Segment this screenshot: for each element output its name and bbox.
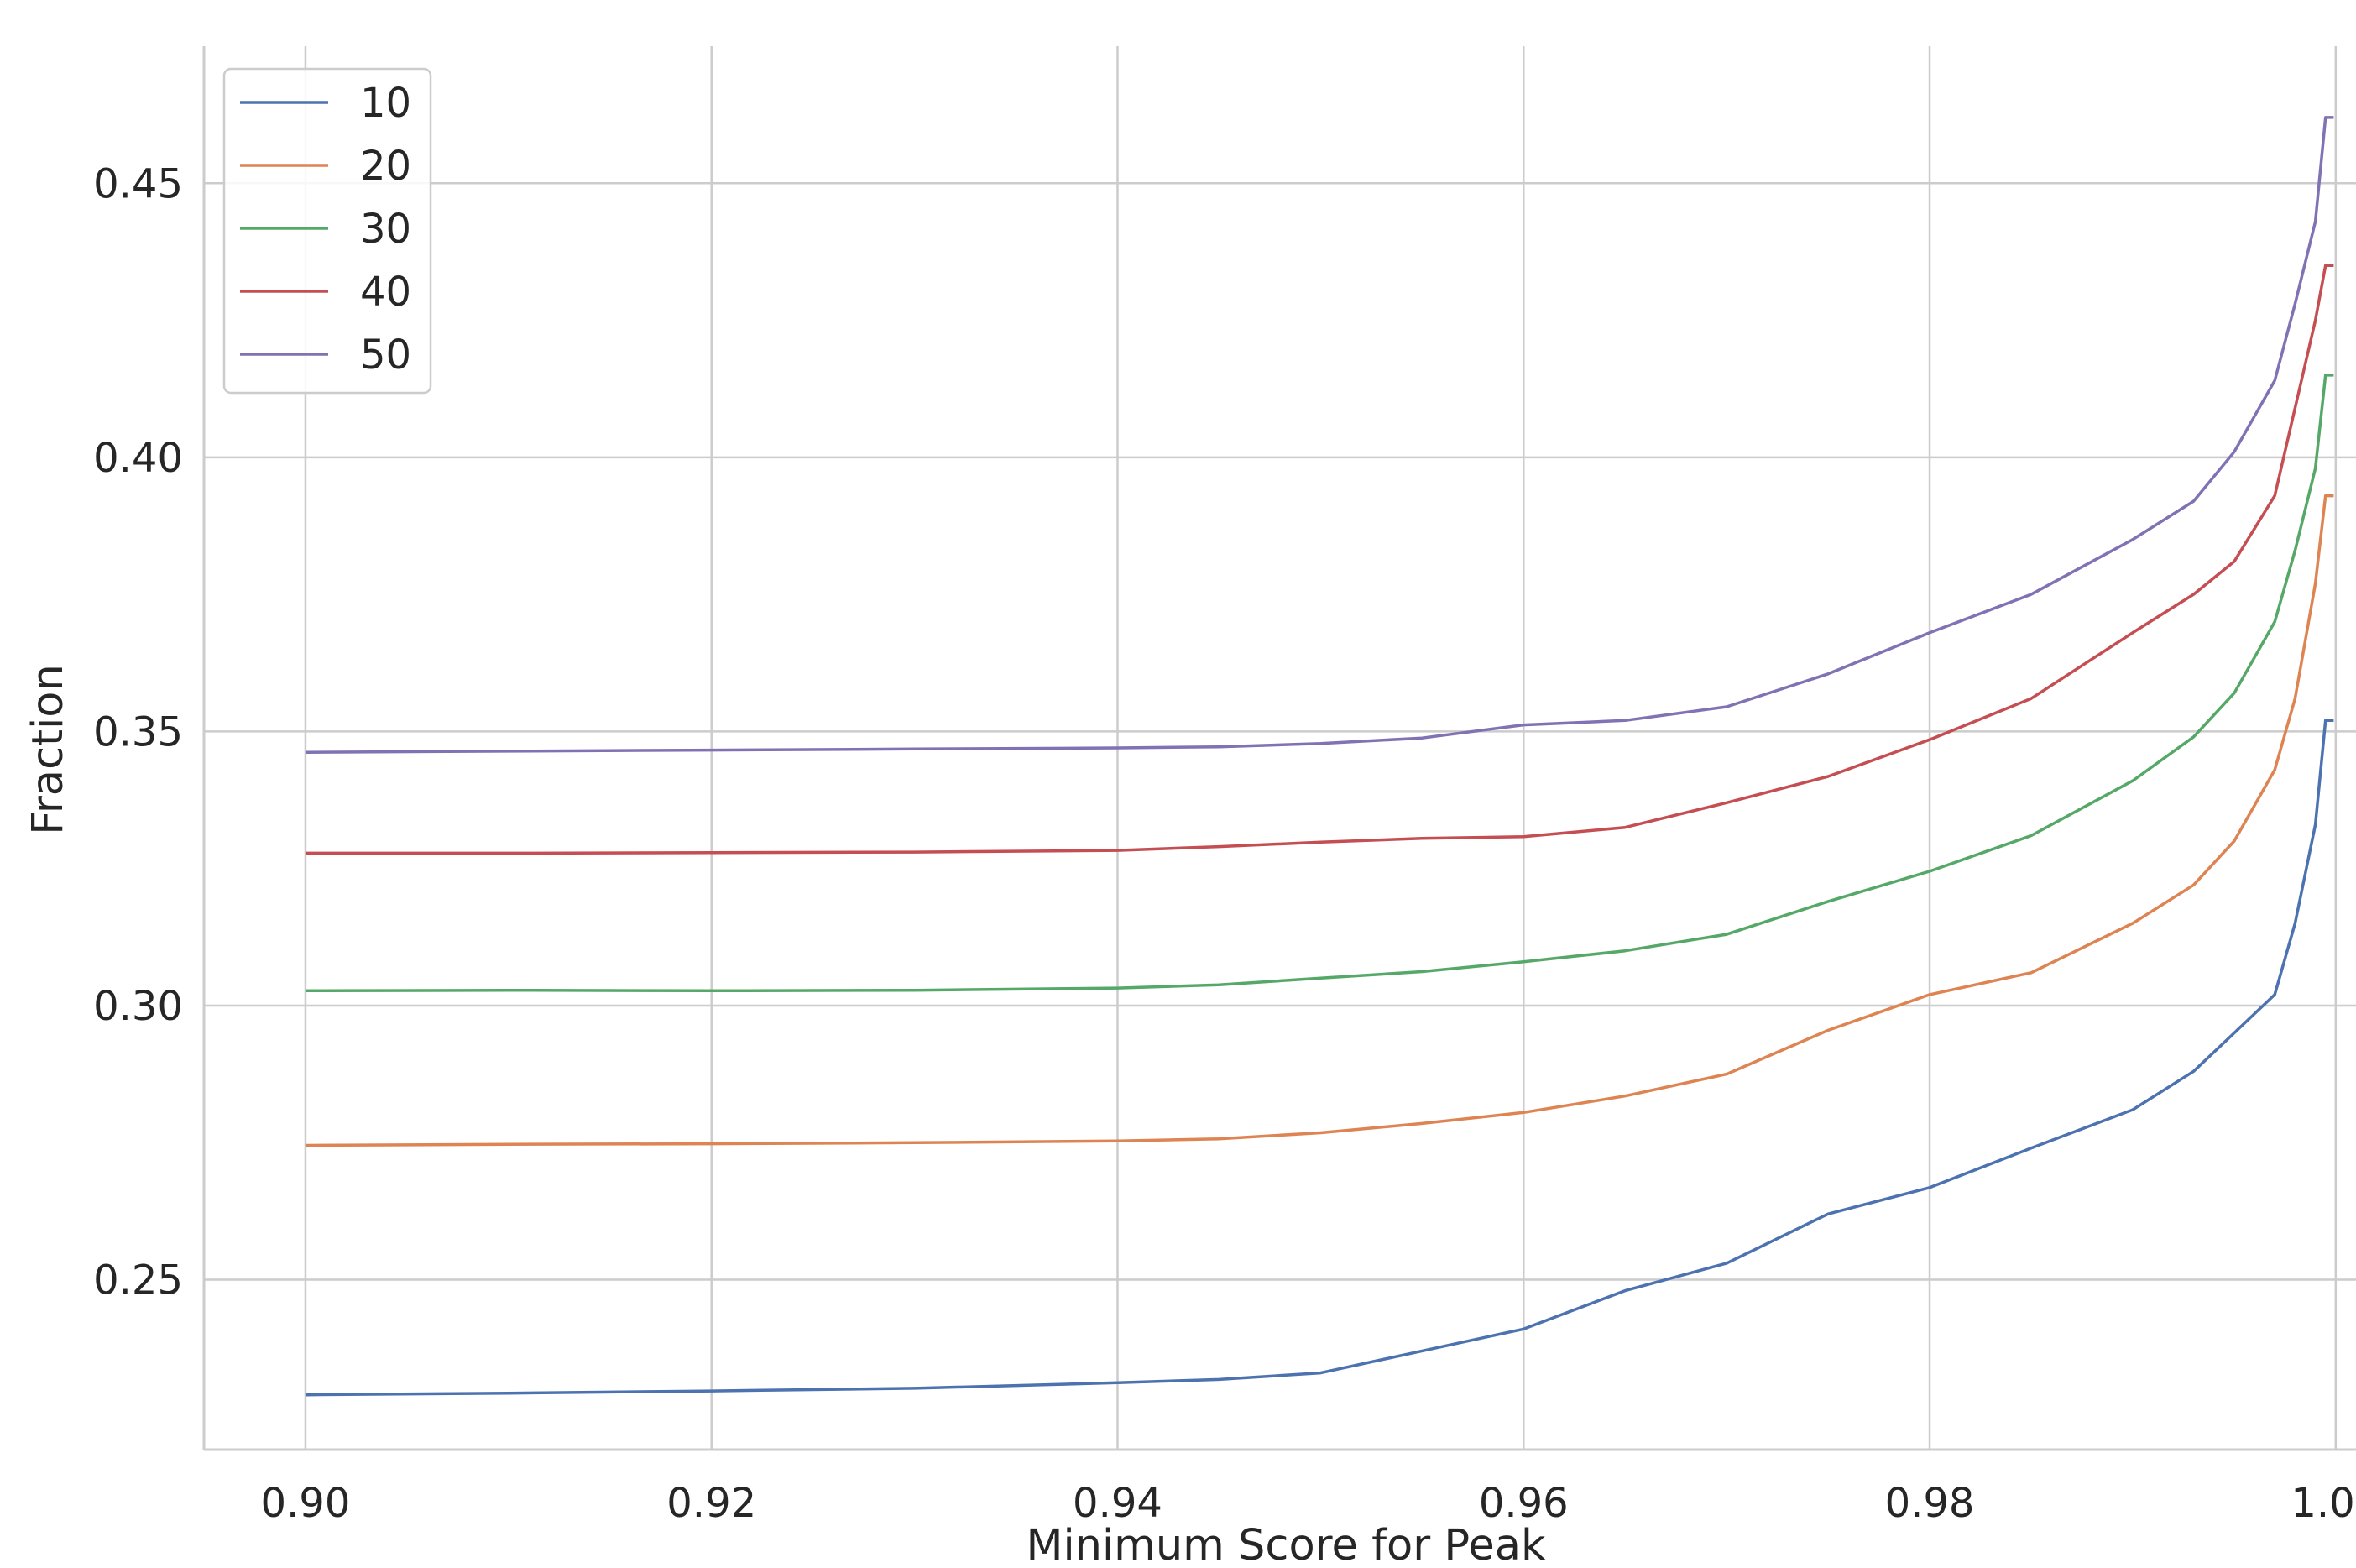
y-axis-title: Fraction (24, 664, 73, 835)
grid (204, 46, 2356, 1450)
x-tick-label: 1.00 (2291, 1480, 2356, 1527)
x-tick-label: 0.92 (666, 1480, 756, 1527)
x-tick-label: 0.94 (1073, 1480, 1162, 1527)
series-line-10 (305, 719, 2334, 1397)
y-tick-label: 0.25 (93, 1257, 183, 1304)
series-line-50 (305, 116, 2334, 754)
legend-label: 40 (360, 269, 411, 316)
y-tick-label: 0.30 (93, 983, 183, 1030)
x-tick-label: 0.96 (1479, 1480, 1569, 1527)
axes (202, 46, 2356, 1451)
legend-label: 50 (360, 332, 411, 379)
series-lines (305, 116, 2334, 1397)
series-line-20 (305, 494, 2334, 1147)
tick-labels: 0.90 0.92 0.94 0.96 0.98 1.00 0.25 0.30 0.35 0.40… (93, 160, 2356, 1527)
x-tick-label: 0.90 (261, 1480, 351, 1527)
x-axis-title: Minimum Score for Peak (1026, 1521, 1546, 1568)
y-tick-label: 0.35 (93, 708, 183, 755)
series-line-40 (305, 264, 2334, 855)
legend-label: 20 (360, 143, 411, 190)
legend: 10 20 30 40 50 (222, 67, 432, 395)
legend-box (222, 67, 432, 395)
y-tick-label: 0.40 (93, 435, 183, 482)
y-tick-label: 0.45 (93, 160, 183, 207)
series-line-30 (305, 374, 2334, 993)
x-tick-label: 0.98 (1885, 1480, 1975, 1527)
legend-label: 30 (360, 206, 411, 253)
legend-label: 10 (360, 80, 411, 127)
